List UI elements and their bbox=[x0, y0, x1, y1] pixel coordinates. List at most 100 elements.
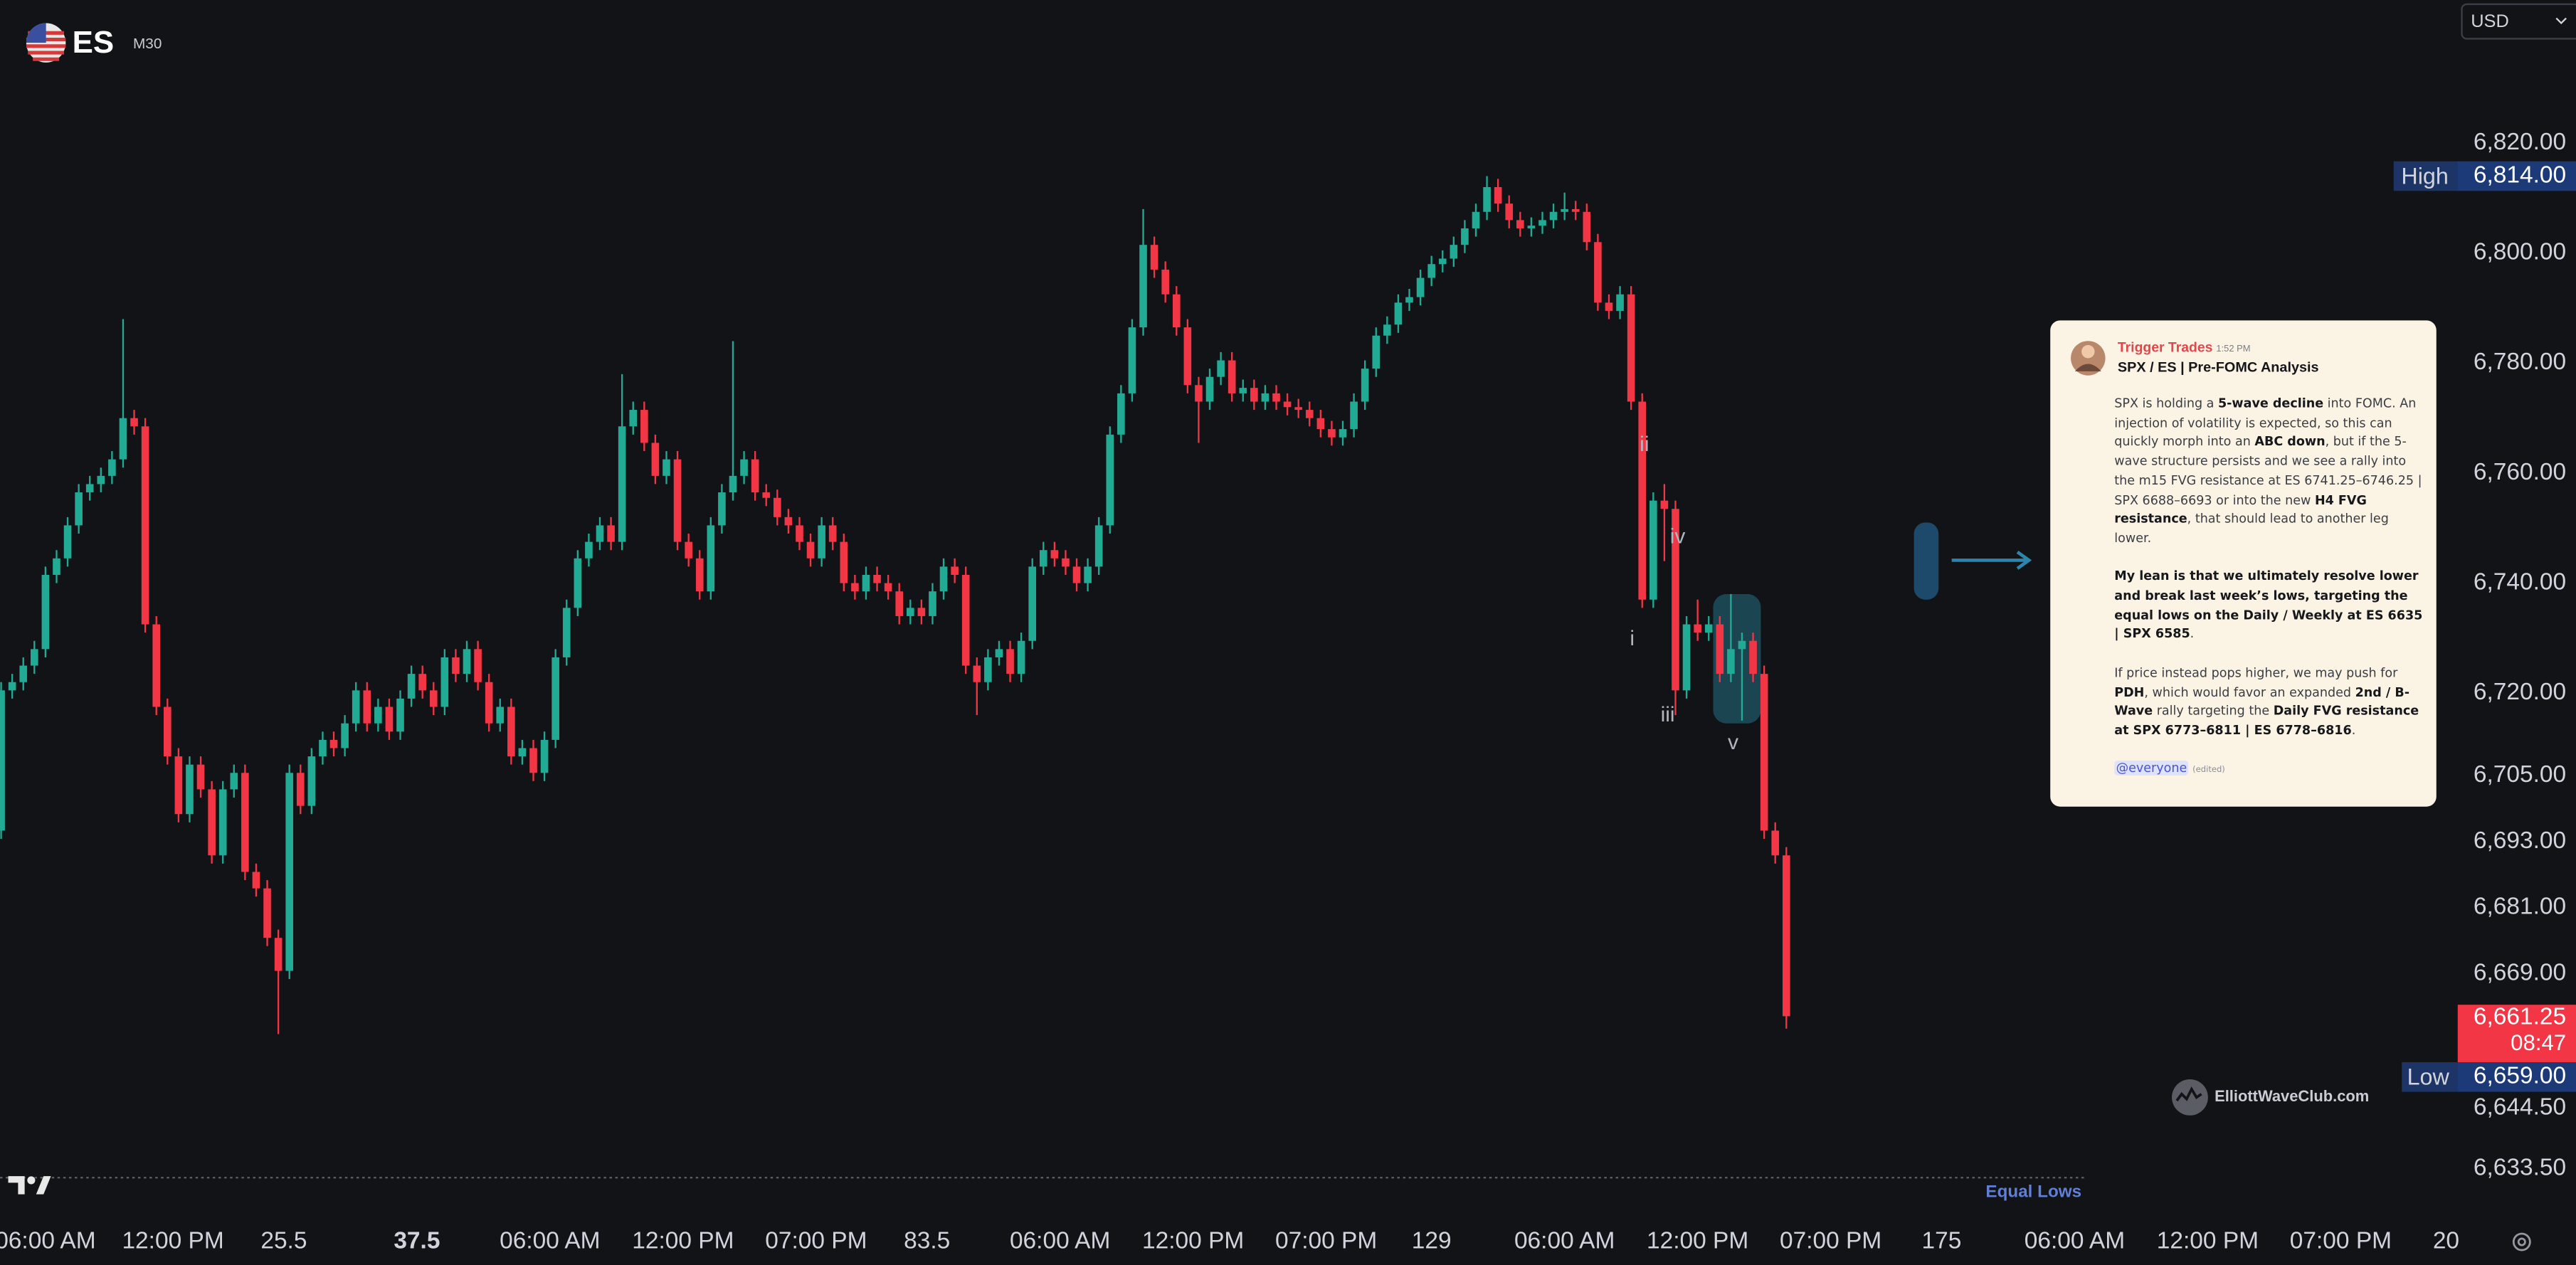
candle-body bbox=[418, 674, 426, 691]
candle-body bbox=[1006, 649, 1014, 674]
candle-body bbox=[163, 706, 171, 757]
candle-body bbox=[1749, 640, 1757, 674]
candle-body bbox=[1261, 393, 1269, 402]
candle-body bbox=[1505, 203, 1514, 221]
candle-body bbox=[1594, 242, 1602, 303]
candle-body bbox=[729, 475, 737, 493]
candle-body bbox=[1139, 245, 1147, 328]
x-tick-label: 129 bbox=[1412, 1227, 1452, 1254]
candle-body bbox=[917, 608, 926, 616]
text: . bbox=[2351, 722, 2356, 738]
candle-body bbox=[1516, 220, 1524, 228]
x-tick-label: 83.5 bbox=[904, 1227, 950, 1254]
candle-body bbox=[574, 558, 582, 608]
candle-body bbox=[75, 492, 83, 526]
candle-body bbox=[951, 566, 959, 575]
currency-dropdown[interactable]: USD bbox=[2461, 3, 2576, 40]
candle-body bbox=[818, 525, 825, 559]
candle-body bbox=[1405, 297, 1413, 303]
candle-body bbox=[1183, 327, 1192, 386]
x-tick-label: 06:00 AM bbox=[500, 1227, 600, 1254]
candle-body bbox=[1350, 401, 1358, 430]
candle-body bbox=[851, 583, 859, 592]
candle-body bbox=[1062, 558, 1070, 567]
candle-body bbox=[452, 657, 460, 674]
bold-text: My lean is that we ultimately resolve lo… bbox=[2114, 568, 2423, 642]
candle-body bbox=[1228, 360, 1236, 393]
candle-body bbox=[1050, 550, 1059, 559]
candle-body bbox=[396, 698, 404, 732]
candle-body bbox=[208, 789, 216, 856]
x-tick-label: 20 bbox=[2433, 1227, 2459, 1254]
high-price-box bbox=[2457, 161, 2576, 191]
bold-text: 2nd / B-Wave bbox=[2114, 684, 2410, 719]
candle-body bbox=[1427, 264, 1435, 278]
x-tick-label: 06:00 AM bbox=[0, 1227, 96, 1254]
candle-body bbox=[740, 459, 748, 476]
candle-body bbox=[1294, 407, 1302, 411]
y-tick-label: 6,740.00 bbox=[2474, 568, 2566, 595]
edited-tag: (edited) bbox=[2192, 766, 2225, 776]
wave-label: ii bbox=[1640, 433, 1649, 456]
candle-body bbox=[685, 541, 692, 559]
candle-body bbox=[762, 492, 771, 498]
symbol-logo: ES M30 bbox=[26, 23, 162, 63]
x-tick-label: 06:00 AM bbox=[1514, 1227, 1615, 1254]
x-tick-label: 07:00 PM bbox=[1780, 1227, 1881, 1254]
high-label: High bbox=[2401, 163, 2448, 189]
currency[interactable]: USD bbox=[2471, 11, 2509, 31]
last-price: 6,661.25 bbox=[2474, 1004, 2566, 1030]
candle-body bbox=[618, 426, 626, 542]
candle-body bbox=[0, 690, 5, 831]
bold-text: H4 FVG resistance bbox=[2114, 492, 2367, 526]
candle-body bbox=[85, 484, 94, 493]
plot-area: Equal Lowsiiiviiiiv6,820.006,800.006,780… bbox=[0, 129, 2576, 1254]
settings-icon[interactable] bbox=[2512, 1232, 2531, 1251]
candle-body bbox=[507, 706, 515, 757]
candle-body bbox=[1760, 674, 1768, 831]
x-tick-label: 12:00 PM bbox=[2157, 1227, 2259, 1254]
candle-body bbox=[1727, 649, 1735, 674]
candle-body bbox=[329, 739, 338, 748]
x-tick-label: 12:00 PM bbox=[1647, 1227, 1748, 1254]
x-tick-label: 12:00 PM bbox=[632, 1227, 734, 1254]
candle-body bbox=[263, 888, 271, 938]
mention[interactable]: @everyone bbox=[2114, 761, 2189, 776]
candle-body bbox=[984, 657, 992, 682]
candle-body bbox=[995, 649, 1003, 657]
candle-body bbox=[718, 492, 726, 526]
candle-body bbox=[1383, 324, 1391, 336]
candle-body bbox=[1549, 211, 1558, 221]
candle-body bbox=[1561, 208, 1568, 212]
candle-body bbox=[1571, 208, 1580, 212]
y-tick-label: 6,800.00 bbox=[2474, 239, 2566, 265]
low-price: 6,659.00 bbox=[2474, 1063, 2566, 1089]
y-tick-label: 6,820.00 bbox=[2474, 129, 2566, 155]
candle-body bbox=[174, 756, 183, 815]
x-tick-label: 07:00 PM bbox=[2290, 1227, 2392, 1254]
bold-text: 5-wave decline bbox=[2217, 396, 2324, 411]
candle-body bbox=[1450, 245, 1458, 259]
candle-body bbox=[939, 566, 948, 592]
candle-body bbox=[385, 706, 394, 732]
candle-body bbox=[518, 748, 527, 757]
candle-body bbox=[274, 938, 283, 971]
text: If price instead pops higher, we may pus… bbox=[2114, 665, 2398, 680]
candle-body bbox=[186, 764, 194, 815]
candle-body bbox=[707, 525, 715, 592]
last-price-box bbox=[2457, 1005, 2576, 1062]
candle-body bbox=[906, 608, 914, 616]
wave-label: iv bbox=[1670, 524, 1686, 548]
candle-body bbox=[1339, 429, 1347, 438]
candle-body bbox=[108, 459, 116, 476]
wave-label: i bbox=[1630, 627, 1635, 650]
candle-body bbox=[828, 525, 837, 542]
candle-body bbox=[862, 574, 870, 592]
candle-body bbox=[873, 574, 881, 583]
y-tick-label: 6,644.50 bbox=[2474, 1094, 2566, 1121]
x-tick-label: 25.5 bbox=[260, 1227, 307, 1254]
high-tag bbox=[2393, 161, 2460, 191]
message-paragraph: If price instead pops higher, we may pus… bbox=[2114, 663, 2423, 740]
candle-body bbox=[307, 756, 316, 806]
